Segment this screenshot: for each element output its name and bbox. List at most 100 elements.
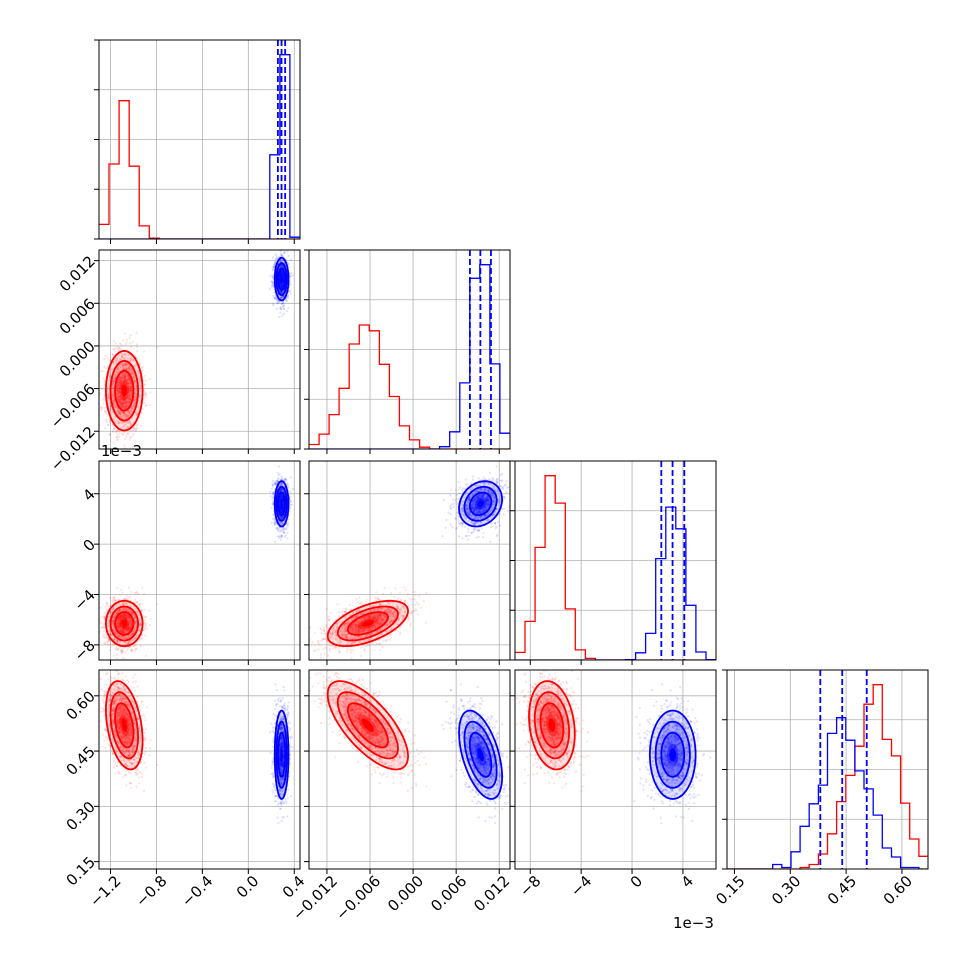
scatter-point (133, 426, 136, 429)
scatter-point (282, 280, 285, 283)
scatter-point (117, 598, 120, 601)
scatter-point (102, 626, 106, 629)
scatter-point (133, 379, 136, 382)
scatter-point (119, 594, 122, 597)
scatter-point (279, 272, 282, 275)
scatter-point (119, 412, 122, 415)
scatter-point (111, 383, 114, 387)
scatter-point (287, 296, 290, 299)
scatter-point (131, 429, 135, 432)
scatter-point (118, 410, 121, 413)
scatter-point (129, 398, 132, 401)
scatter-point (118, 358, 121, 361)
scatter-point (133, 402, 136, 405)
scatter-point (124, 396, 127, 399)
scatter-point (281, 274, 284, 277)
scatter-point (116, 381, 119, 384)
scatter-point (121, 415, 124, 418)
scatter-point (123, 372, 126, 375)
contour-line (109, 359, 140, 422)
scatter-point (281, 284, 284, 287)
scatter-point (289, 290, 292, 293)
scatter-point (127, 387, 130, 390)
scatter-point (121, 403, 124, 406)
scatter-point (118, 422, 121, 425)
scatter-point (280, 254, 283, 257)
scatter-point (120, 398, 123, 401)
scatter-point (281, 281, 284, 284)
scatter-point (124, 364, 127, 367)
scatter-point (123, 353, 126, 356)
scatter-point (133, 401, 137, 404)
scatter-point (277, 255, 280, 259)
scatter-point (110, 407, 113, 411)
scatter-point (131, 369, 134, 372)
scatter-point (121, 404, 124, 407)
scatter-point (127, 409, 130, 413)
scatter-point (129, 398, 132, 401)
scatter-point (125, 663, 127, 665)
scatter-point (272, 304, 275, 307)
scatter-point (126, 378, 129, 381)
scatter-point (121, 402, 124, 405)
scatter-point (129, 391, 132, 394)
scatter-point (282, 281, 285, 284)
scatter-point (118, 385, 121, 388)
scatter-point (101, 399, 104, 402)
scatter-point (279, 271, 282, 274)
scatter-point (280, 270, 283, 273)
scatter-point (119, 403, 122, 406)
scatter-point (280, 271, 283, 274)
scatter-point (118, 386, 121, 389)
scatter-point (283, 307, 286, 310)
scatter-point (279, 284, 282, 287)
scatter-point (129, 394, 132, 397)
scatter-point (120, 399, 123, 402)
scatter-point (120, 395, 123, 399)
scatter-point (134, 598, 137, 601)
scatter-point (143, 608, 146, 611)
scatter-point (136, 405, 140, 408)
scatter-point (279, 270, 283, 273)
scatter-point (133, 441, 136, 444)
scatter-point (119, 383, 122, 386)
scatter-point (279, 260, 282, 263)
scatter-point (281, 302, 284, 305)
scatter-point (121, 402, 125, 405)
scatter-point (106, 420, 109, 423)
scatter-point (280, 285, 283, 288)
scatter-point (280, 283, 283, 286)
scatter-point (125, 380, 128, 383)
scatter-point (120, 588, 123, 592)
scatter-point (121, 396, 124, 399)
scatter-point (119, 411, 122, 414)
scatter-point (134, 411, 137, 414)
scatter-point (127, 387, 130, 390)
scatter-point (143, 374, 146, 377)
scatter-point (126, 393, 129, 396)
scatter-point (123, 367, 126, 370)
scatter-point (127, 396, 130, 399)
scatter-point (278, 278, 282, 281)
scatter-point (284, 298, 287, 301)
scatter-point (123, 444, 126, 447)
scatter-point (119, 384, 123, 387)
scatter-point (279, 283, 282, 286)
scatter-point (121, 403, 124, 406)
scatter-point (127, 412, 130, 415)
scatter-point (286, 250, 289, 253)
scatter-point (122, 425, 125, 428)
scatter-point (123, 420, 126, 424)
scatter-point (276, 299, 279, 303)
scatter-point (123, 423, 126, 426)
scatter-point (122, 380, 125, 383)
scatter-point (125, 405, 128, 408)
scatter-point (119, 365, 122, 368)
scatter-point (133, 366, 136, 369)
scatter-point (281, 290, 284, 293)
density-peak (121, 620, 127, 627)
scatter-point (276, 471, 279, 474)
scatter-point (121, 404, 124, 407)
scatter-point (144, 391, 147, 395)
